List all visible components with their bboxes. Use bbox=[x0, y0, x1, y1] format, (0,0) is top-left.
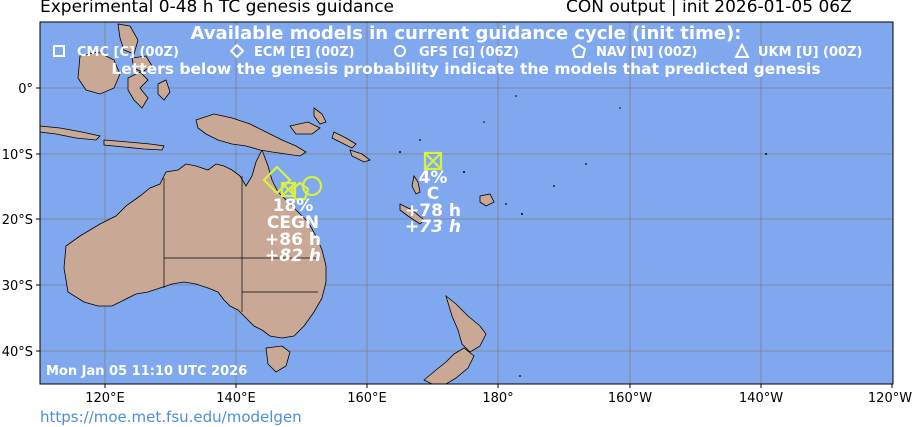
australia bbox=[63, 149, 327, 339]
vanuatu bbox=[411, 174, 421, 195]
vanuatu-markers bbox=[423, 151, 443, 171]
vanuatu-models: C bbox=[427, 184, 439, 204]
philippines bbox=[117, 23, 139, 55]
lon-label-140w: 140°W bbox=[739, 391, 783, 406]
vanuatu-probability: 4% bbox=[419, 168, 448, 188]
lesser-sunda bbox=[103, 139, 165, 151]
mindanao bbox=[131, 55, 153, 73]
timestamp: Mon Jan 05 11:10 UTC 2026 bbox=[46, 364, 247, 379]
sulawesi bbox=[127, 71, 149, 109]
legend-heading: Available models in current guidance cyc… bbox=[191, 23, 742, 44]
lon-label-160w: 160°W bbox=[608, 391, 652, 406]
tasmania bbox=[265, 345, 291, 373]
legend-cmc: CMC [C] (00Z) bbox=[77, 45, 179, 60]
new-guinea bbox=[195, 113, 307, 157]
fiji bbox=[479, 193, 495, 207]
lat-label-40s: 40°S bbox=[2, 345, 33, 360]
moluccas bbox=[157, 79, 171, 101]
java bbox=[39, 125, 101, 141]
new-ireland bbox=[313, 107, 327, 125]
legend bbox=[53, 42, 750, 59]
legend-nav: NAV [N] (00Z) bbox=[596, 45, 697, 60]
source-url-link[interactable]: https://moe.met.fsu.edu/modelgen bbox=[40, 408, 302, 426]
lon-label-160e: 160°E bbox=[347, 391, 387, 406]
circle-icon bbox=[394, 45, 406, 57]
lat-label-30s: 30°S bbox=[2, 279, 33, 294]
lon-label-180: 180° bbox=[482, 391, 513, 406]
cmc-square-marker-2 bbox=[423, 151, 443, 171]
coral-sea-lead-1: +86 h bbox=[265, 230, 321, 250]
lon-label-120e: 120°E bbox=[85, 391, 125, 406]
ecm-diamond-marker bbox=[262, 165, 292, 195]
coral-sea-markers bbox=[262, 165, 323, 201]
square-icon bbox=[53, 45, 65, 57]
vanuatu-lead-1: +78 h bbox=[405, 201, 461, 221]
diamond-icon bbox=[229, 43, 245, 59]
legend-note: Letters below the genesis probability in… bbox=[111, 60, 820, 78]
coral-sea-models: CEGN bbox=[267, 213, 319, 233]
nav-pentagon-marker bbox=[290, 181, 310, 201]
legend-gfs: GFS [G] (06Z) bbox=[419, 45, 519, 60]
small-islands bbox=[399, 95, 767, 377]
triangle-icon bbox=[734, 42, 750, 58]
new-caledonia bbox=[399, 203, 425, 225]
title-right: CON output | init 2026-01-05 06Z bbox=[566, 0, 852, 17]
legend-ukm: UKM [U] (00Z) bbox=[758, 45, 862, 60]
solomon-islands-2 bbox=[349, 149, 371, 163]
solomon-islands bbox=[331, 131, 357, 149]
lon-label-120w: 120°W bbox=[868, 391, 912, 406]
new-britain bbox=[289, 121, 321, 135]
state-borders bbox=[163, 176, 318, 312]
vanuatu-lead-2: +73 h bbox=[405, 217, 461, 237]
lat-label-20s: 20°S bbox=[2, 213, 33, 228]
nz-north-island bbox=[445, 294, 487, 353]
landmasses bbox=[39, 23, 495, 385]
axis-ticks bbox=[36, 87, 893, 388]
coral-sea-lead-2: +82 h bbox=[265, 246, 321, 266]
lat-label-10s: 10°S bbox=[2, 148, 33, 163]
lat-label-0: 0° bbox=[18, 82, 33, 97]
map-frame bbox=[39, 21, 894, 385]
legend-ecm: ECM [E] (00Z) bbox=[254, 45, 355, 60]
lon-label-140e: 140°E bbox=[216, 391, 256, 406]
pentagon-icon bbox=[571, 43, 587, 58]
borneo bbox=[77, 51, 121, 95]
coral-sea-probability: 18% bbox=[273, 196, 314, 216]
title-left: Experimental 0-48 h TC genesis guidance bbox=[40, 0, 394, 17]
